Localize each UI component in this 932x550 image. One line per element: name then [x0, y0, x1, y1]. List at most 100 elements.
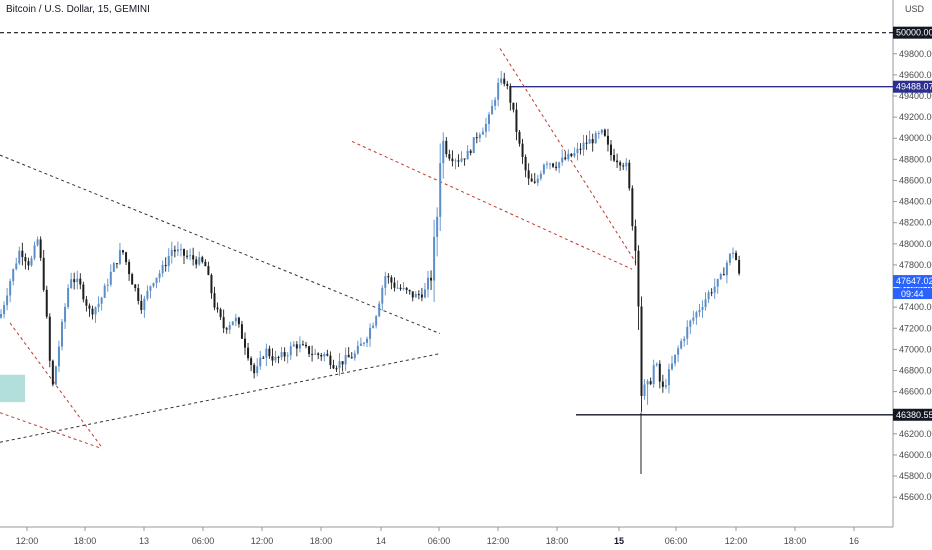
candle-body	[329, 355, 332, 366]
candle-body	[146, 290, 149, 299]
candle	[372, 322, 375, 329]
x-tick-label: 12:00	[251, 536, 274, 546]
candle	[192, 247, 195, 266]
candle	[30, 255, 33, 267]
candle	[91, 305, 94, 320]
candle-body	[588, 139, 591, 144]
candle	[338, 352, 341, 376]
candle-body	[521, 143, 524, 157]
candle-body	[369, 327, 372, 339]
candle-body	[393, 282, 396, 288]
candle	[51, 359, 54, 387]
candle	[76, 270, 79, 290]
candle	[48, 313, 51, 368]
candle	[134, 283, 137, 292]
candle-body	[573, 153, 576, 157]
candle	[430, 270, 433, 291]
candle	[183, 248, 185, 265]
candle-body	[228, 325, 231, 330]
candle-body	[3, 305, 6, 315]
candle	[420, 287, 423, 302]
y-tick-label: 46000.00	[899, 450, 932, 460]
candle-body	[30, 258, 33, 266]
candle-body	[73, 279, 76, 283]
candle-body	[253, 364, 256, 374]
candle	[170, 241, 173, 264]
candle	[680, 338, 683, 350]
candle	[539, 170, 542, 181]
price-tag-label: 47647.02	[896, 276, 932, 286]
candle-body	[606, 135, 609, 145]
candle-body	[173, 249, 176, 252]
candle	[353, 350, 356, 361]
candle	[137, 283, 140, 305]
candle-body	[542, 164, 545, 174]
candle	[219, 307, 222, 321]
candle-body	[585, 142, 588, 144]
y-tick-label: 49400.00	[899, 91, 932, 101]
candle	[311, 345, 314, 362]
candle	[314, 348, 317, 356]
candle-body	[97, 303, 100, 308]
candle	[661, 374, 664, 393]
candle	[210, 273, 213, 299]
candle-body	[375, 316, 378, 326]
candle	[582, 134, 585, 156]
candle-body	[79, 278, 82, 285]
candle	[439, 143, 442, 231]
candle	[603, 128, 606, 137]
candle-body	[396, 287, 399, 289]
candle-body	[186, 255, 189, 257]
candle-body	[732, 252, 734, 254]
candle-body	[112, 263, 115, 272]
candle	[466, 145, 469, 160]
candle-body	[695, 312, 698, 318]
y-tick-label: 49800.00	[899, 49, 932, 59]
candle-body	[128, 262, 131, 275]
candle	[390, 275, 393, 290]
candle	[457, 154, 460, 167]
candle-body	[555, 166, 558, 168]
candle	[42, 249, 45, 292]
candle	[695, 310, 698, 325]
candle	[256, 358, 259, 377]
candle-body	[152, 283, 155, 287]
candle	[265, 343, 268, 367]
candle	[237, 316, 240, 328]
y-tick-label: 47200.00	[899, 323, 932, 333]
candle	[738, 255, 741, 276]
candle-body	[335, 368, 338, 370]
candle-body	[268, 348, 271, 357]
candle-body	[85, 299, 88, 306]
candle-body	[277, 356, 280, 358]
y-tick-label: 48400.00	[899, 197, 932, 207]
candle	[186, 250, 189, 260]
candle-body	[448, 154, 451, 159]
trendline	[351, 140, 633, 270]
candle	[542, 163, 545, 175]
candle	[683, 336, 686, 347]
candle-body	[719, 274, 722, 280]
candle-body	[439, 163, 442, 217]
candle-body	[106, 284, 109, 286]
candle-body	[539, 173, 542, 179]
candle-body	[15, 263, 18, 270]
candle	[88, 303, 91, 317]
candle	[57, 340, 60, 372]
candle-body	[567, 153, 570, 160]
candle-body	[195, 259, 198, 265]
candle-body	[33, 245, 36, 259]
candle	[652, 359, 655, 388]
candle	[597, 130, 600, 139]
candle	[341, 361, 344, 372]
candle	[411, 291, 414, 302]
candle-body	[436, 216, 439, 237]
candle-body	[405, 287, 408, 291]
candle	[600, 128, 603, 135]
candle-body	[698, 309, 701, 313]
candle-body	[244, 338, 246, 348]
candle-body	[689, 320, 692, 327]
candle-body	[134, 284, 137, 289]
candle	[616, 153, 619, 168]
